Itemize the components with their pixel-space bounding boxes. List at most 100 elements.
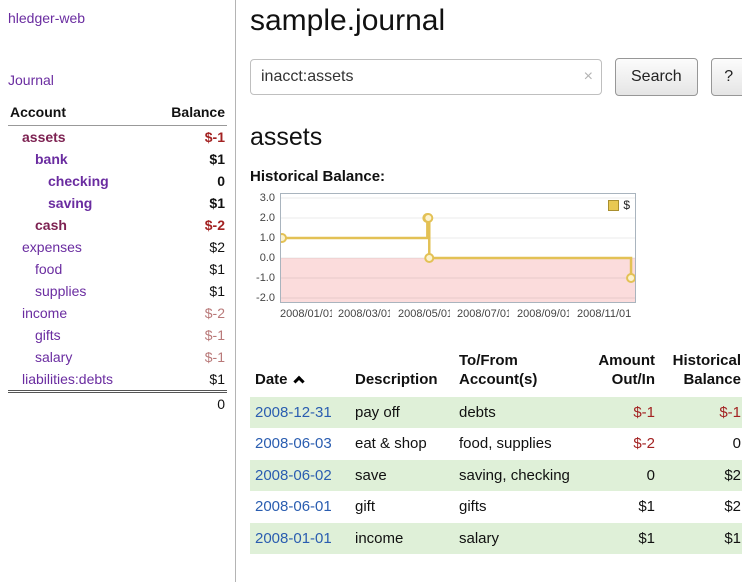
transaction-balance: $2 [724,498,741,515]
account-link-bank[interactable]: bank [35,151,68,167]
register-header-accounts: To/From Account(s) [459,352,538,388]
account-link-income[interactable]: income [22,305,68,321]
account-link-cash[interactable]: cash [35,217,67,233]
account-balance: $-1 [204,349,225,365]
transaction-description: eat & shop [355,435,427,452]
search-box: × [250,59,602,95]
account-link-food[interactable]: food [35,261,63,277]
transaction-balance: $1 [724,529,741,547]
account-balance: 0 [217,173,225,189]
account-balance: $1 [209,195,225,211]
total-balance: 0 [149,390,227,415]
chart-legend: $ [608,198,630,212]
transaction-balance: 0 [732,435,741,452]
balance-chart-svg [280,193,636,303]
transaction-amount: $-2 [633,435,655,452]
transaction-date-link[interactable]: 2008-12-31 [255,403,332,421]
x-tick: 2008/11/01 [577,308,632,320]
y-tick: 2.0 [259,212,275,224]
account-balance: $-1 [204,327,225,343]
app-title-link[interactable]: hledger-web [8,10,86,26]
account-row: cash $-2 [8,214,227,236]
account-row: saving $1 [8,192,227,214]
register-row: 2008-12-31 pay off debts $-1 $-1 [250,396,742,428]
account-link-supplies[interactable]: supplies [35,283,87,299]
transaction-date-link[interactable]: 2008-06-02 [255,466,332,484]
account-row: income $-2 [8,302,227,324]
account-balance: $2 [209,239,225,255]
x-tick: 2008/09/01 [517,308,569,320]
account-link-liabilities-debts[interactable]: liabilities:debts [22,371,114,387]
register-row: 2008-01-01 income salary $1 $1 [250,522,742,554]
search-button[interactable]: Search [615,58,698,96]
account-link-expenses[interactable]: expenses [22,239,82,255]
register-header-amount: Amount Out/In [598,352,655,388]
transaction-description: pay off [355,403,400,421]
account-row: expenses $2 [8,236,227,258]
date-header-label: Date [255,370,288,388]
account-balance: $-2 [204,217,225,233]
transaction-amount: $-1 [633,403,655,421]
account-row: bank $1 [8,148,227,170]
transaction-amount: 0 [646,466,655,484]
y-tick: -1.0 [256,272,275,284]
x-tick: 2008/07/01 [457,308,509,320]
y-tick: 3.0 [259,192,275,204]
transaction-description: income [355,529,404,547]
register-header-row: Date Description To/From Account(s) Amou… [250,350,742,397]
account-balance: $-2 [204,305,225,321]
chart-title: Historical Balance: [250,168,386,185]
legend-label: $ [623,198,630,212]
account-row: liabilities:debts $1 [8,368,227,392]
transaction-balance: $-1 [719,403,741,421]
account-link-salary[interactable]: salary [35,349,73,365]
transaction-date-link[interactable]: 2008-06-01 [255,498,332,515]
sidebar: hledger-web Journal Account Balance asse… [0,0,236,582]
transaction-date-link[interactable]: 2008-06-03 [255,435,332,452]
y-tick: 1.0 [259,232,275,244]
transaction-balance: $2 [724,466,741,484]
search-row: × Search ? [250,58,742,96]
historical-balance-chart: 3.0 2.0 1.0 0.0 -1.0 -2.0 $ 2008/01/01 [250,192,742,324]
account-link-assets[interactable]: assets [22,129,66,145]
transaction-date-link[interactable]: 2008-01-01 [255,529,332,547]
account-balance: $1 [209,261,225,277]
transaction-amount: $1 [638,498,655,515]
account-row: assets $-1 [8,126,227,149]
account-row: food $1 [8,258,227,280]
clear-search-icon[interactable]: × [583,68,593,85]
y-tick: 0.0 [259,252,275,264]
x-tick: 2008/05/01 [398,308,450,320]
accounts-table: Account Balance assets $-1 bank $1 check… [8,104,227,415]
register-header-date[interactable]: Date [250,350,350,397]
chart-y-axis-labels: 3.0 2.0 1.0 0.0 -1.0 -2.0 [250,192,280,305]
account-balance: $1 [209,283,225,299]
account-link-saving[interactable]: saving [48,195,93,211]
account-row: supplies $1 [8,280,227,302]
help-button[interactable]: ? [710,58,742,96]
chart-plot-area: $ [280,193,636,303]
account-link-gifts[interactable]: gifts [35,327,61,343]
page-title: sample.journal [250,4,446,37]
account-link-checking[interactable]: checking [48,173,109,189]
register-header-description: Description [355,370,438,388]
transaction-description: save [355,466,387,484]
search-input[interactable] [250,59,602,95]
accounts-header-account: Account [8,104,150,126]
register-table: Date Description To/From Account(s) Amou… [250,350,742,554]
register-row: 2008-06-03 eat & shop food, supplies $-2… [250,428,742,460]
main-content: sample.journal × Search ? assets Histori… [236,0,742,582]
chart-x-axis-labels: 2008/01/01 2008/03/01 2008/05/01 2008/07… [280,308,636,324]
accounts-total-row: 0 [8,390,227,415]
register-row: 2008-06-01 gift gifts $1 $2 [250,491,742,523]
sidebar-item-journal[interactable]: Journal [8,72,54,88]
transaction-amount: $1 [638,529,655,547]
legend-swatch-icon [608,199,620,211]
account-row: gifts $-1 [8,324,227,346]
sort-ascending-icon [292,375,305,387]
transaction-accounts: saving, checking [459,466,570,484]
transaction-accounts: salary [459,529,500,547]
register-row: 2008-06-02 save saving, checking 0 $2 [250,459,742,491]
transaction-accounts: gifts [459,498,487,515]
account-balance: $1 [209,371,225,387]
